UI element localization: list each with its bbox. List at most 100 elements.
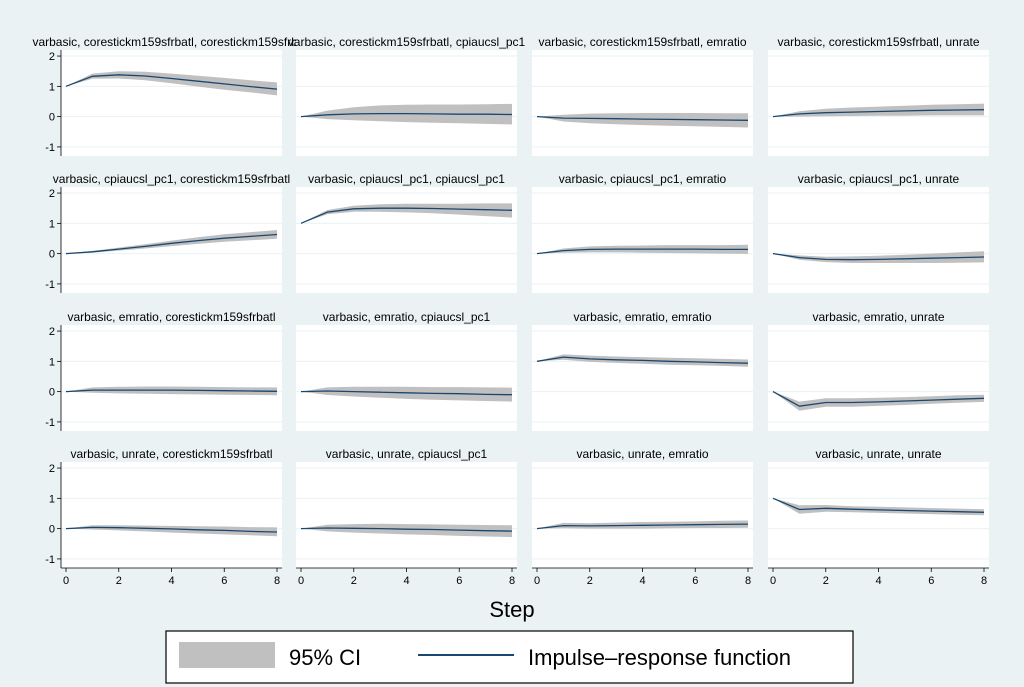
legend-ci-swatch: [179, 642, 275, 668]
y-tick-label: -1: [45, 279, 55, 291]
y-tick-label: 1: [49, 218, 55, 230]
panel-plot-area: [768, 50, 989, 156]
x-axis-title: Step: [489, 597, 534, 622]
x-tick-label: 2: [587, 575, 593, 587]
x-tick-label: 8: [745, 575, 751, 587]
x-tick-label: 0: [534, 575, 540, 587]
irf-line: [536, 523, 749, 530]
irf-line: [65, 74, 278, 90]
y-tick-label: 0: [49, 524, 55, 536]
x-tick-label: 4: [875, 575, 881, 587]
irf-line: [772, 252, 985, 261]
panel-title-strip: [768, 35, 989, 48]
y-tick-label: 1: [49, 81, 55, 93]
legend-box: [165, 630, 854, 684]
panel-title-strip: [768, 310, 989, 323]
irf-line: [772, 109, 985, 118]
panel-plot-area: [532, 462, 753, 568]
panel-title: varbasic, cpiaucsl_pc1, emratio: [559, 172, 727, 186]
x-tick-label: 2: [823, 575, 829, 587]
irf-line: [300, 390, 513, 396]
irf-line: [65, 526, 278, 533]
panel-title: varbasic, unrate, corestickm159sfrbatl: [70, 447, 272, 461]
panel-title: varbasic, unrate, emratio: [576, 447, 708, 461]
x-tick-label: 6: [692, 575, 698, 587]
panel-plot-area: [532, 187, 753, 293]
irf-panel: varbasic, unrate, unrate: [768, 447, 989, 568]
irf-line: [300, 112, 513, 118]
y-tick-label: 2: [49, 51, 55, 63]
panel-title: varbasic, unrate, cpiaucsl_pc1: [326, 447, 488, 461]
axes-layer: -1 0 1 2 -1 0 1 2 -1 0 1 2 -1 0 1 2 0 2 4 6 8 0 2 4 6 8 0 2 4 6 8 0 2 4 6 8: [45, 50, 989, 587]
panel-title: varbasic, corestickm159sfrbatl, cpiaucsl…: [288, 35, 526, 49]
irf-panel: varbasic, unrate, cpiaucsl_pc1: [296, 447, 517, 568]
irf-panel: varbasic, cpiaucsl_pc1, unrate: [768, 172, 989, 293]
panel-title: varbasic, cpiaucsl_pc1, cpiaucsl_pc1: [308, 172, 505, 186]
irf-line: [65, 233, 278, 255]
x-tick-label: 6: [221, 575, 227, 587]
ci-band: [301, 523, 512, 538]
panel-title-strip: [532, 172, 753, 185]
irf-panel: varbasic, corestickm159sfrbatl, cpiaucsl…: [288, 35, 526, 156]
y-tick-label: 2: [49, 188, 55, 200]
x-tick-label: 8: [509, 575, 515, 587]
irf-panel: varbasic, emratio, emratio: [532, 310, 753, 431]
irf-panel: varbasic, corestickm159sfrbatl, emratio: [532, 35, 753, 156]
irf-line: [536, 248, 748, 255]
y-tick-label: 0: [49, 387, 55, 399]
irf-panel: varbasic, unrate, emratio: [532, 447, 753, 568]
panel-title-strip: [768, 447, 989, 460]
y-tick-label: 0: [49, 112, 55, 124]
panel-plot-area: [768, 325, 989, 431]
ci-band: [301, 386, 512, 402]
panel-title-strip: [61, 447, 282, 460]
y-tick-label: 1: [49, 493, 55, 505]
panel-title: varbasic, cpiaucsl_pc1, unrate: [798, 172, 960, 186]
y-tick-label: -1: [45, 142, 55, 154]
irf-panel: varbasic, emratio, unrate: [768, 310, 989, 431]
x-tick-label: 4: [168, 575, 174, 587]
y-tick-label: -1: [45, 554, 55, 566]
irf-panel: varbasic, cpiaucsl_pc1, cpiaucsl_pc1: [296, 172, 517, 293]
irf-panel: varbasic, corestickm159sfrbatl, corestic…: [32, 35, 311, 156]
y-tick-label: 0: [49, 249, 55, 261]
panel-title: varbasic, emratio, unrate: [812, 310, 944, 324]
panel-plot-area: [61, 325, 282, 431]
irf-panel: varbasic, unrate, corestickm159sfrbatl: [61, 447, 282, 568]
irf-line: [536, 356, 749, 364]
ci-band: [66, 230, 277, 254]
x-tick-label: 2: [116, 575, 122, 587]
panel-plot-area: [296, 462, 517, 568]
panel-title: varbasic, corestickm159sfrbatl, emratio: [538, 35, 746, 49]
x-tick-label: 0: [63, 575, 69, 587]
irf-line: [772, 391, 985, 407]
x-tick-label: 4: [403, 575, 409, 587]
irf-panel: varbasic, corestickm159sfrbatl, unrate: [768, 35, 989, 156]
ci-band: [537, 113, 748, 128]
x-tick-label: 0: [770, 575, 776, 587]
ci-band: [773, 391, 984, 411]
panel-title: varbasic, emratio, cpiaucsl_pc1: [323, 310, 491, 324]
irf-line: [65, 389, 278, 393]
panel-title: varbasic, cpiaucsl_pc1, corestickm159sfr…: [53, 172, 290, 186]
panel-title: varbasic, corestickm159sfrbatl, corestic…: [32, 35, 310, 49]
y-tick-label: -1: [45, 417, 55, 429]
panel-title-strip: [296, 310, 517, 323]
panel-title: varbasic, emratio, corestickm159sfrbatl: [67, 310, 275, 324]
panel-plot-area: [296, 325, 517, 431]
x-tick-label: 6: [456, 575, 462, 587]
panel-title-strip: [61, 172, 282, 185]
panel-title-strip: [296, 35, 517, 48]
panel-title-strip: [532, 35, 753, 48]
x-tick-label: 8: [981, 575, 987, 587]
panel-title-strip: [532, 310, 753, 323]
ci-band: [66, 71, 277, 96]
irf-line: [300, 207, 513, 224]
ci-band: [537, 520, 748, 529]
x-tick-label: 6: [928, 575, 934, 587]
y-tick-label: 2: [49, 463, 55, 475]
panel-plot-area: [768, 462, 989, 568]
x-tick-label: 8: [274, 575, 280, 587]
x-tick-label: 4: [639, 575, 645, 587]
panel-title-strip: [532, 447, 753, 460]
